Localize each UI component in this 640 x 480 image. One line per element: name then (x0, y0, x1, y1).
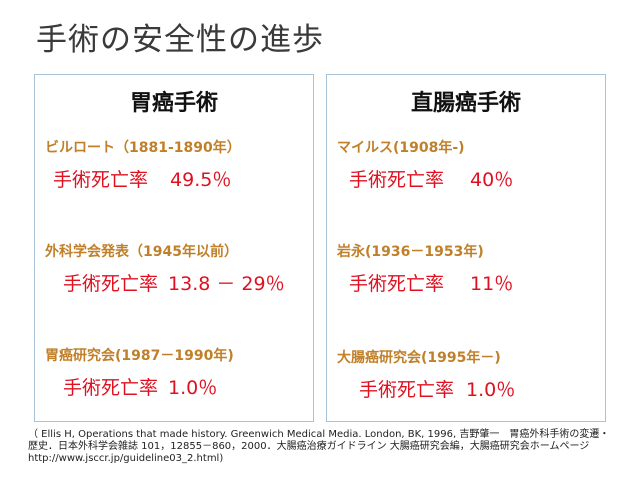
citation: （ Ellis H, Operations that made history.… (28, 429, 610, 464)
entry-rate: 手術死亡率 1.0％ (359, 375, 515, 402)
entry-source: ビルロート（1881-1890年） (45, 140, 241, 156)
entry-gastric-society: 胃癌研究会(1987－1990年) 手術死亡率 1.0％ (45, 345, 234, 400)
entry-rate: 手術死亡率 11％ (349, 269, 513, 296)
panel-rectal-cancer: 直腸癌手術 マイルス(1908年-) 手術死亡率 40％ 岩永(1936－1953… (326, 74, 606, 422)
rate-label: 手術死亡率 (359, 379, 455, 401)
panel-gastric-cancer: 胃癌手術 ビルロート（1881-1890年） 手術死亡率 49.5％ 外科学会発表… (34, 74, 314, 422)
panel-title-gastric: 胃癌手術 (129, 91, 218, 116)
rate-label: 手術死亡率 (63, 377, 159, 399)
entry-rate: 手術死亡率 13.8 － 29％ (63, 269, 285, 296)
entry-rate: 手術死亡率 49.5％ (53, 165, 241, 192)
rate-value: 1.0％ (466, 379, 516, 401)
entry-source: 胃癌研究会(1987－1990年) (45, 348, 234, 364)
entry-source: 岩永(1936－1953年) (337, 244, 484, 260)
entry-miles: マイルス(1908年-) 手術死亡率 40％ (337, 137, 513, 192)
entry-source: マイルス(1908年-) (337, 140, 465, 156)
rate-value: 13.8 － 29％ (168, 273, 285, 295)
entry-billroth: ビルロート（1881-1890年） 手術死亡率 49.5％ (45, 137, 241, 192)
entry-rate: 手術死亡率 40％ (349, 165, 513, 192)
rate-value: 1.0％ (168, 377, 218, 399)
rate-label: 手術死亡率 (63, 273, 159, 295)
entry-surgical-society: 外科学会発表（1945年以前） 手術死亡率 13.8 － 29％ (45, 241, 285, 296)
rate-value: 49.5％ (170, 169, 232, 191)
entry-colorectal-society: 大腸癌研究会(1995年－) 手術死亡率 1.0％ (337, 347, 515, 402)
rate-value: 11％ (470, 273, 514, 295)
rate-label: 手術死亡率 (349, 169, 445, 191)
entry-source: 外科学会発表（1945年以前） (45, 244, 238, 260)
rate-label: 手術死亡率 (53, 169, 149, 191)
rate-label: 手術死亡率 (349, 273, 445, 295)
panel-title-rectal: 直腸癌手術 (410, 91, 521, 116)
entry-rate: 手術死亡率 1.0％ (63, 373, 234, 400)
slide-title: 手術の安全性の進歩 (36, 22, 324, 58)
entry-source: 大腸癌研究会(1995年－) (337, 350, 501, 366)
entry-iwanaga: 岩永(1936－1953年) 手術死亡率 11％ (337, 241, 513, 296)
rate-value: 40％ (470, 169, 514, 191)
